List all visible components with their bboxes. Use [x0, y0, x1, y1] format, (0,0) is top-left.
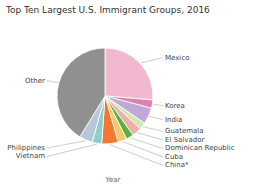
slice-label: Mexico — [165, 54, 189, 62]
title: Top Ten Largest U.S. Immigrant Groups, 2… — [5, 5, 210, 15]
leader-line — [110, 145, 163, 166]
slice-label: Cuba — [165, 153, 183, 161]
slices — [57, 48, 153, 144]
slice-label: Korea — [165, 102, 185, 110]
leader-line — [47, 81, 58, 83]
slice-label: Other — [25, 77, 45, 85]
slice-label: El Salvador — [165, 136, 204, 144]
chart: Top Ten Largest U.S. Immigrant Groups, 2… — [0, 0, 266, 189]
leader-line — [137, 133, 163, 140]
slice-label: Philippines — [7, 144, 45, 152]
leader-line — [47, 144, 97, 156]
slice-label: Guatemala — [165, 127, 204, 135]
leader-line — [141, 58, 163, 63]
leader-line — [47, 141, 85, 148]
slice-label: India — [165, 116, 182, 124]
slice — [57, 48, 105, 137]
leader-line — [130, 138, 163, 149]
slice — [105, 48, 153, 100]
leader-line — [153, 104, 163, 105]
slice-label: Vietnam — [16, 152, 45, 160]
year-label: Year — [105, 176, 121, 184]
leader-lines — [47, 58, 163, 166]
leader-line — [143, 127, 163, 132]
slice-label: China* — [165, 161, 189, 169]
leader-line — [123, 142, 163, 157]
slice-label: Dominican Republic — [165, 144, 235, 152]
leader-line — [149, 116, 163, 119]
labels: Mexico Korea India GuatemalaEl SalvadorDomi… — [7, 54, 234, 170]
